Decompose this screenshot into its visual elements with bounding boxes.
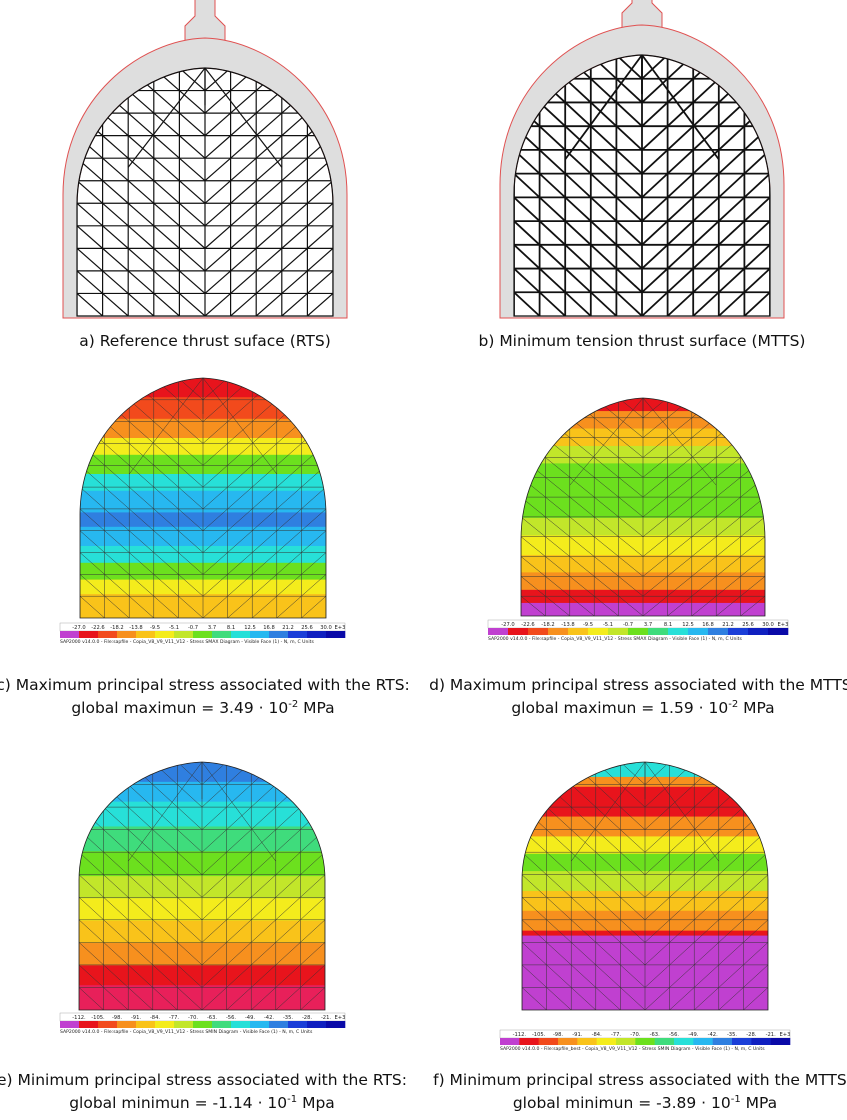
legend-label: -18.2 [110, 625, 123, 631]
legend-label: 30.0 [762, 622, 774, 628]
legend-label: -13.8 [561, 622, 574, 628]
caption-unit: MPa [738, 699, 774, 717]
legend-label: 12.5 [682, 622, 694, 628]
color-legend: -27.0 -22.6 -18.2 -13.8 -9.5 -5.1 -0.7 3.7 8.1 12… [488, 620, 788, 642]
legend-label: -56. [669, 1032, 679, 1038]
legend-label: 25.6 [742, 622, 754, 628]
legend-exponent: E+3 [780, 1032, 791, 1038]
legend-label: 25.6 [301, 625, 313, 631]
panel: -27.0 -22.6 -18.2 -13.8 -9.5 -5.1 -0.7 3.7 8.1 12… [429, 398, 847, 717]
legend-label: 21.2 [722, 622, 734, 628]
legend-label: 16.8 [702, 622, 714, 628]
caption-result: global minimun = -1.14 · 10-1 Mpa [69, 1094, 335, 1112]
legend-label: 8.1 [664, 622, 672, 628]
caption-unit: MPa [741, 1094, 777, 1112]
legend-label: -63. [650, 1032, 660, 1038]
page: { "panels": [ {"caption_line1": "a) Refe… [0, 0, 847, 1120]
panel: -112. -105. -98. -91. -84. -77. -70. -63. -56. -4… [0, 762, 407, 1112]
legend-label: 8.1 [227, 625, 235, 631]
caption-exponent: -1 [731, 1094, 741, 1105]
legend-label: -84. [150, 1015, 160, 1021]
legend-label: -27.0 [501, 622, 514, 628]
legend-footer: SAP2000 v14.0.0 - File:sapfile - Copia_V… [60, 639, 314, 645]
caption: b) Minimum tension thrust surface (MTTS) [479, 332, 806, 350]
legend-label: -70. [188, 1015, 198, 1021]
caption: f) Minimum principal stress associated w… [433, 1071, 847, 1089]
caption-exponent: -2 [288, 699, 298, 710]
legend-label: -84. [592, 1032, 602, 1038]
legend-label: -105. [532, 1032, 546, 1038]
caption-value: global minimun = -3.89 · 10 [513, 1094, 731, 1112]
legend-label: -35. [283, 1015, 293, 1021]
panel: -112. -105. -98. -91. -84. -77. -70. -63. -56. -4… [433, 762, 847, 1112]
legend-label: -0.7 [188, 625, 198, 631]
legend-label: -27.0 [72, 625, 85, 631]
legend-label: -18.2 [541, 622, 554, 628]
legend-label: -21. [766, 1032, 776, 1038]
legend-label: 21.2 [282, 625, 294, 631]
legend-label: -21. [321, 1015, 331, 1021]
legend-label: -77. [611, 1032, 621, 1038]
legend-label: 3.7 [644, 622, 652, 628]
legend-label: -9.5 [583, 622, 593, 628]
panel: -27.0 -22.6 -18.2 -13.8 -9.5 -5.1 -0.7 3.7 8.1 12… [0, 378, 410, 717]
legend-label: -49. [688, 1032, 698, 1038]
legend-label: 30.0 [320, 625, 332, 631]
legend-footer: SAP2000 v14.0.0 - File:sapfile_best - Co… [500, 1046, 765, 1052]
legend-label: -22.6 [91, 625, 104, 631]
legend-label: -91. [131, 1015, 141, 1021]
caption: e) Minimum principal stress associated w… [0, 1071, 407, 1089]
color-legend: -112. -105. -98. -91. -84. -77. -70. -63. -56. -4… [60, 1013, 345, 1035]
figure: a) Reference thrust suface (RTS) b) Minim… [0, 0, 847, 1120]
legend-exponent: E+3 [778, 622, 789, 628]
legend-label: 12.5 [244, 625, 256, 631]
caption-result: global maximun = 1.59 · 10-2 MPa [511, 699, 774, 717]
legend-label: -5.1 [603, 622, 613, 628]
caption-value: global maximun = 3.49 · 10 [71, 699, 288, 717]
legend-label: -77. [169, 1015, 179, 1021]
legend-exponent: E+3 [335, 1015, 346, 1021]
legend-exponent: E+3 [335, 625, 346, 631]
legend-label: -42. [708, 1032, 718, 1038]
caption: c) Maximum principal stress associated w… [0, 676, 410, 694]
legend-label: -63. [207, 1015, 217, 1021]
caption-result: global maximun = 3.49 · 10-2 MPa [71, 699, 334, 717]
legend-label: -35. [727, 1032, 737, 1038]
legend-label: 3.7 [208, 625, 216, 631]
legend-label: -28. [302, 1015, 312, 1021]
legend-label: -112. [513, 1032, 527, 1038]
panel: a) Reference thrust suface (RTS) [63, 0, 347, 350]
caption: a) Reference thrust suface (RTS) [79, 332, 331, 350]
legend-footer: SAP2000 v14.0.0 - File:sapfile - Copia_V… [488, 636, 742, 642]
legend-label: -5.1 [169, 625, 179, 631]
legend-label: -49. [245, 1015, 255, 1021]
panel: b) Minimum tension thrust surface (MTTS) [479, 0, 806, 350]
legend-label: -98. [553, 1032, 563, 1038]
legend-label: -42. [264, 1015, 274, 1021]
caption-unit: MPa [298, 699, 334, 717]
legend-label: -105. [91, 1015, 105, 1021]
legend-footer: SAP2000 v14.0.0 - File:sapfile - Copia_V… [60, 1029, 313, 1035]
legend-label: -0.7 [623, 622, 633, 628]
caption-value: global maximun = 1.59 · 10 [511, 699, 728, 717]
legend-label: -91. [572, 1032, 582, 1038]
caption-exponent: -2 [728, 699, 738, 710]
color-legend: -112. -105. -98. -91. -84. -77. -70. -63. -56. -4… [500, 1030, 790, 1052]
legend-label: -9.5 [150, 625, 160, 631]
caption-value: global minimun = -1.14 · 10 [69, 1094, 287, 1112]
legend-label: 16.8 [263, 625, 275, 631]
legend-label: -112. [72, 1015, 86, 1021]
legend-label: -13.8 [129, 625, 142, 631]
legend-label: -56. [226, 1015, 236, 1021]
legend-label: -22.6 [521, 622, 534, 628]
legend-label: -98. [112, 1015, 122, 1021]
caption-exponent: -1 [287, 1094, 297, 1105]
caption: d) Maximum principal stress associated w… [429, 676, 847, 694]
legend-label: -70. [630, 1032, 640, 1038]
caption-unit: Mpa [297, 1094, 335, 1112]
caption-result: global minimun = -3.89 · 10-1 MPa [513, 1094, 777, 1112]
color-legend: -27.0 -22.6 -18.2 -13.8 -9.5 -5.1 -0.7 3.7 8.1 12… [60, 623, 345, 645]
legend-label: -28. [746, 1032, 756, 1038]
